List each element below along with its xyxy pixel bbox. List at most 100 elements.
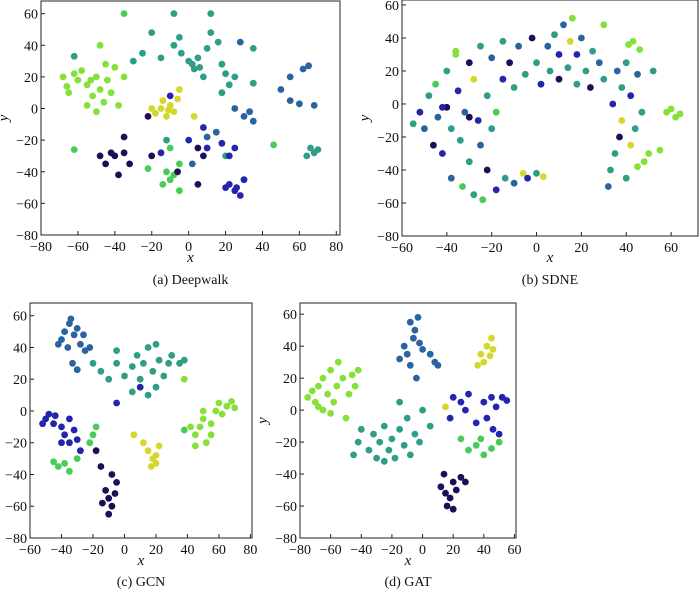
data-point — [600, 21, 608, 29]
data-point — [180, 356, 188, 364]
data-point — [286, 73, 294, 81]
data-point — [446, 414, 454, 422]
data-point — [578, 34, 585, 42]
data-point — [376, 438, 384, 446]
data-point — [69, 359, 76, 367]
data-point — [506, 59, 513, 67]
data-point — [140, 359, 147, 367]
data-point — [66, 439, 73, 447]
data-point — [385, 446, 393, 454]
data-point — [452, 47, 460, 55]
data-point — [446, 494, 454, 502]
data-point — [434, 361, 442, 369]
x-tick-label: −40 — [51, 543, 73, 558]
data-point — [207, 10, 215, 17]
x-axis-label: x — [186, 250, 194, 266]
x-tick-label: −40 — [104, 240, 126, 255]
data-point — [157, 149, 165, 157]
data-point — [100, 98, 108, 106]
data-point — [126, 160, 133, 168]
data-point — [613, 67, 621, 75]
data-point — [330, 398, 338, 406]
data-point — [152, 383, 160, 391]
data-point — [159, 181, 167, 188]
data-point — [61, 328, 68, 335]
data-point — [499, 37, 507, 45]
data-point — [618, 117, 626, 124]
data-point — [152, 460, 160, 467]
data-point — [70, 52, 78, 60]
data-point — [521, 70, 529, 78]
y-tick-label: 60 — [385, 0, 399, 14]
y-tick-label: −40 — [275, 468, 297, 483]
x-tick-label: −20 — [141, 240, 163, 255]
data-point — [305, 62, 312, 70]
data-point — [148, 152, 156, 160]
data-point — [426, 350, 434, 358]
y-tick-label: 0 — [392, 98, 399, 113]
data-point — [640, 158, 648, 166]
x-tick-label: −20 — [481, 241, 503, 256]
data-point — [105, 510, 113, 518]
data-point — [83, 102, 91, 109]
data-point — [102, 60, 109, 68]
y-tick-label: 20 — [24, 71, 38, 86]
data-point — [416, 339, 423, 347]
data-point — [144, 165, 152, 173]
data-point — [50, 420, 57, 428]
x-tick-label: 40 — [180, 543, 194, 558]
data-point — [551, 31, 558, 39]
data-point — [477, 435, 485, 443]
data-point — [627, 141, 635, 149]
data-point — [573, 80, 581, 88]
data-point — [136, 383, 144, 391]
data-point — [373, 454, 380, 462]
y-tick-label: 40 — [385, 32, 399, 47]
data-point — [380, 422, 388, 430]
data-point — [77, 340, 84, 348]
data-point — [465, 113, 473, 121]
data-point — [39, 420, 46, 428]
data-point — [121, 372, 128, 380]
data-point — [225, 152, 233, 160]
data-point — [236, 192, 244, 199]
x-tick-label: −80 — [30, 240, 52, 255]
data-point — [477, 350, 485, 358]
data-point — [560, 21, 567, 29]
data-point — [510, 179, 518, 187]
data-point — [86, 344, 94, 351]
data-point — [231, 105, 239, 112]
data-point — [406, 451, 414, 459]
data-point — [99, 499, 106, 507]
data-point — [147, 463, 155, 470]
data-point — [58, 336, 65, 343]
data-point — [477, 42, 484, 50]
data-point — [400, 441, 408, 449]
data-point — [410, 334, 417, 342]
data-point — [196, 64, 204, 71]
data-point — [616, 133, 623, 141]
data-point — [80, 331, 87, 339]
data-point — [270, 141, 277, 149]
data-point — [130, 431, 138, 439]
data-point — [409, 120, 417, 128]
data-point — [546, 67, 554, 75]
x-axis-label: x — [404, 553, 412, 569]
data-point — [311, 398, 319, 406]
data-point — [488, 393, 495, 401]
data-point — [419, 346, 426, 353]
data-point — [304, 393, 312, 401]
data-point — [166, 92, 174, 100]
data-point — [233, 184, 241, 192]
data-point — [676, 110, 684, 118]
data-point — [128, 388, 136, 396]
data-point — [426, 422, 434, 430]
data-point — [622, 174, 630, 182]
data-point — [54, 340, 62, 348]
data-point — [155, 356, 163, 364]
data-point — [174, 168, 182, 176]
data-point — [249, 117, 257, 125]
data-point — [51, 412, 59, 420]
data-point — [148, 29, 156, 36]
